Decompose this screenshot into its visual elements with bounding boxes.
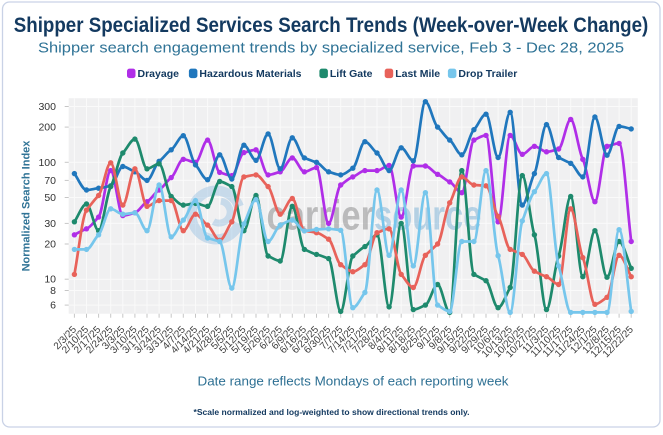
svg-text:100: 100 [38, 157, 56, 169]
svg-text:Shipper Specialized Services S: Shipper Specialized Services Search Tren… [14, 14, 649, 37]
svg-text:Last Mile: Last Mile [395, 68, 440, 80]
svg-text:200: 200 [38, 122, 56, 134]
svg-text:Hazardous Materials: Hazardous Materials [199, 68, 301, 80]
svg-text:30: 30 [44, 218, 56, 230]
svg-text:300: 300 [38, 101, 56, 113]
svg-text:Lift Gate: Lift Gate [330, 68, 373, 80]
svg-text:8: 8 [50, 285, 56, 297]
svg-text:Drop Trailer: Drop Trailer [458, 68, 517, 80]
svg-text:Drayage: Drayage [138, 68, 180, 80]
svg-text:20: 20 [44, 239, 56, 251]
svg-text:10: 10 [44, 274, 56, 286]
svg-text:50: 50 [44, 192, 56, 204]
svg-text:carrier: carrier [267, 192, 375, 239]
svg-text:*Scale normalized and log-weig: *Scale normalized and log-weighted to sh… [194, 408, 470, 417]
svg-text:6: 6 [50, 300, 56, 312]
svg-text:Shipper search engagement tren: Shipper search engagement trends by spec… [38, 40, 624, 57]
svg-text:Normalized Search Index: Normalized Search Index [21, 140, 33, 272]
svg-text:Date range reflects Mondays of: Date range reflects Mondays of each repo… [198, 374, 510, 389]
svg-text:70: 70 [44, 175, 56, 187]
